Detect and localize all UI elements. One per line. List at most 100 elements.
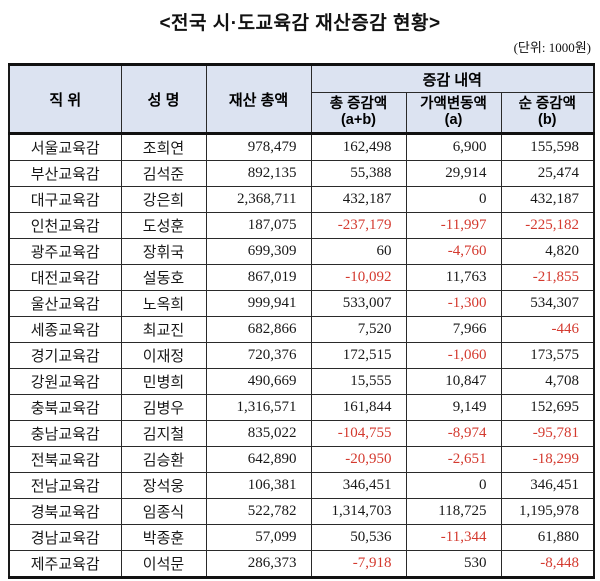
net-change-cell: 61,880 — [500, 524, 595, 551]
position-cell: 전북교육감 — [8, 446, 122, 473]
net-change-cell: -446 — [500, 316, 595, 343]
position-cell: 부산교육감 — [8, 160, 122, 187]
name-cell: 박종훈 — [120, 524, 207, 551]
net-change-cell: 25,474 — [500, 160, 595, 187]
table-body: 서울교육감 조희연 978,479 162,498 6,900 155,598 부산교육감 김… — [8, 133, 595, 578]
position-cell: 충북교육감 — [8, 394, 122, 421]
value-change-cell: 10,847 — [405, 368, 502, 395]
net-change-cell: 4,708 — [500, 368, 595, 395]
table-header: 직 위 성 명 재산 총액 증감 내역 총 증감액 (a+b) 가액변동액 (a) … — [8, 64, 595, 134]
total-change-cell: 162,498 — [310, 133, 407, 161]
table-row: 전남교육감 장석웅 106,381 346,451 0 346,451 — [8, 472, 595, 499]
net-change-cell: -225,182 — [500, 212, 595, 239]
total-cell: 522,782 — [205, 498, 312, 525]
net-change-cell: -21,855 — [500, 264, 595, 291]
net-change-cell: 4,820 — [500, 238, 595, 265]
total-cell: 490,669 — [205, 368, 312, 395]
total-change-cell: 15,555 — [310, 368, 407, 395]
total-cell: 720,376 — [205, 342, 312, 369]
name-cell: 김병우 — [120, 394, 207, 421]
position-cell: 세종교육감 — [8, 316, 122, 343]
value-change-cell: -2,651 — [405, 446, 502, 473]
name-cell: 강은희 — [120, 186, 207, 213]
value-change-cell: 0 — [405, 186, 502, 213]
name-cell: 장휘국 — [120, 238, 207, 265]
table-row: 서울교육감 조희연 978,479 162,498 6,900 155,598 — [8, 133, 595, 161]
name-cell: 설동호 — [120, 264, 207, 291]
net-change-cell: -8,448 — [500, 550, 595, 578]
table-row: 대전교육감 설동호 867,019 -10,092 11,763 -21,855 — [8, 264, 595, 291]
header-total-change: 총 증감액 (a+b) — [310, 92, 407, 134]
value-change-cell: -8,974 — [405, 420, 502, 447]
total-change-cell: 60 — [310, 238, 407, 265]
position-cell: 경북교육감 — [8, 498, 122, 525]
table-row: 대구교육감 강은희 2,368,711 432,187 0 432,187 — [8, 186, 595, 213]
position-cell: 인천교육감 — [8, 212, 122, 239]
header-total-assets: 재산 총액 — [205, 64, 312, 134]
total-cell: 835,022 — [205, 420, 312, 447]
position-cell: 대전교육감 — [8, 264, 122, 291]
total-change-cell: -104,755 — [310, 420, 407, 447]
name-cell: 김석준 — [120, 160, 207, 187]
total-cell: 106,381 — [205, 472, 312, 499]
table-row: 세종교육감 최교진 682,866 7,520 7,966 -446 — [8, 316, 595, 343]
total-change-cell: 533,007 — [310, 290, 407, 317]
net-change-cell: 432,187 — [500, 186, 595, 213]
table-row: 경북교육감 임종식 522,782 1,314,703 118,725 1,195,978 — [8, 498, 595, 525]
total-cell: 286,373 — [205, 550, 312, 578]
total-cell: 999,941 — [205, 290, 312, 317]
value-change-cell: -4,760 — [405, 238, 502, 265]
value-change-cell: -11,344 — [405, 524, 502, 551]
header-name: 성 명 — [120, 64, 207, 134]
header-position: 직 위 — [8, 64, 122, 134]
position-cell: 광주교육감 — [8, 238, 122, 265]
total-change-cell: 161,844 — [310, 394, 407, 421]
position-cell: 충남교육감 — [8, 420, 122, 447]
page-title: <전국 시·도교육감 재산증감 현황> — [159, 13, 441, 34]
value-change-cell: 118,725 — [405, 498, 502, 525]
header-net-change-sub: (b) — [538, 112, 557, 128]
table-row: 전북교육감 김승환 642,890 -20,950 -2,651 -18,299 — [8, 446, 595, 473]
position-cell: 전남교육감 — [8, 472, 122, 499]
table-row: 충남교육감 김지철 835,022 -104,755 -8,974 -95,781 — [8, 420, 595, 447]
total-cell: 699,309 — [205, 238, 312, 265]
header-value-change-sub: (a) — [444, 112, 463, 128]
value-change-cell: 9,149 — [405, 394, 502, 421]
name-cell: 김승환 — [120, 446, 207, 473]
position-cell: 제주교육감 — [8, 550, 122, 578]
net-change-cell: 152,695 — [500, 394, 595, 421]
position-cell: 강원교육감 — [8, 368, 122, 395]
value-change-cell: 0 — [405, 472, 502, 499]
unit-label: (단위: 1000원) — [513, 40, 591, 55]
total-cell: 892,135 — [205, 160, 312, 187]
name-cell: 임종식 — [120, 498, 207, 525]
net-change-cell: -95,781 — [500, 420, 595, 447]
total-change-cell: -10,092 — [310, 264, 407, 291]
name-cell: 김지철 — [120, 420, 207, 447]
total-cell: 57,099 — [205, 524, 312, 551]
asset-change-table: 직 위 성 명 재산 총액 증감 내역 총 증감액 (a+b) 가액변동액 (a) … — [8, 63, 596, 579]
value-change-cell: 530 — [405, 550, 502, 578]
header-row-sub: 총 증감액 (a+b) 가액변동액 (a) 순 증감액 (b) — [9, 92, 595, 134]
total-cell: 2,368,711 — [205, 186, 312, 213]
value-change-cell: 29,914 — [405, 160, 502, 187]
header-change-group: 증감 내역 — [310, 64, 595, 93]
header-total-change-sub: (a+b) — [340, 112, 377, 128]
total-cell: 642,890 — [205, 446, 312, 473]
total-cell: 978,479 — [205, 133, 312, 161]
total-change-cell: 172,515 — [310, 342, 407, 369]
header-value-change-label: 가액변동액 — [420, 95, 487, 112]
value-change-cell: -11,997 — [405, 212, 502, 239]
total-change-cell: 55,388 — [310, 160, 407, 187]
net-change-cell: -18,299 — [500, 446, 595, 473]
total-change-cell: 50,536 — [310, 524, 407, 551]
name-cell: 장석웅 — [120, 472, 207, 499]
net-change-cell: 155,598 — [500, 133, 595, 161]
header-net-change-label: 순 증감액 — [518, 95, 576, 112]
total-cell: 682,866 — [205, 316, 312, 343]
table-row: 부산교육감 김석준 892,135 55,388 29,914 25,474 — [8, 160, 595, 187]
net-change-cell: 1,195,978 — [500, 498, 595, 525]
name-cell: 도성훈 — [120, 212, 207, 239]
total-change-cell: 432,187 — [310, 186, 407, 213]
